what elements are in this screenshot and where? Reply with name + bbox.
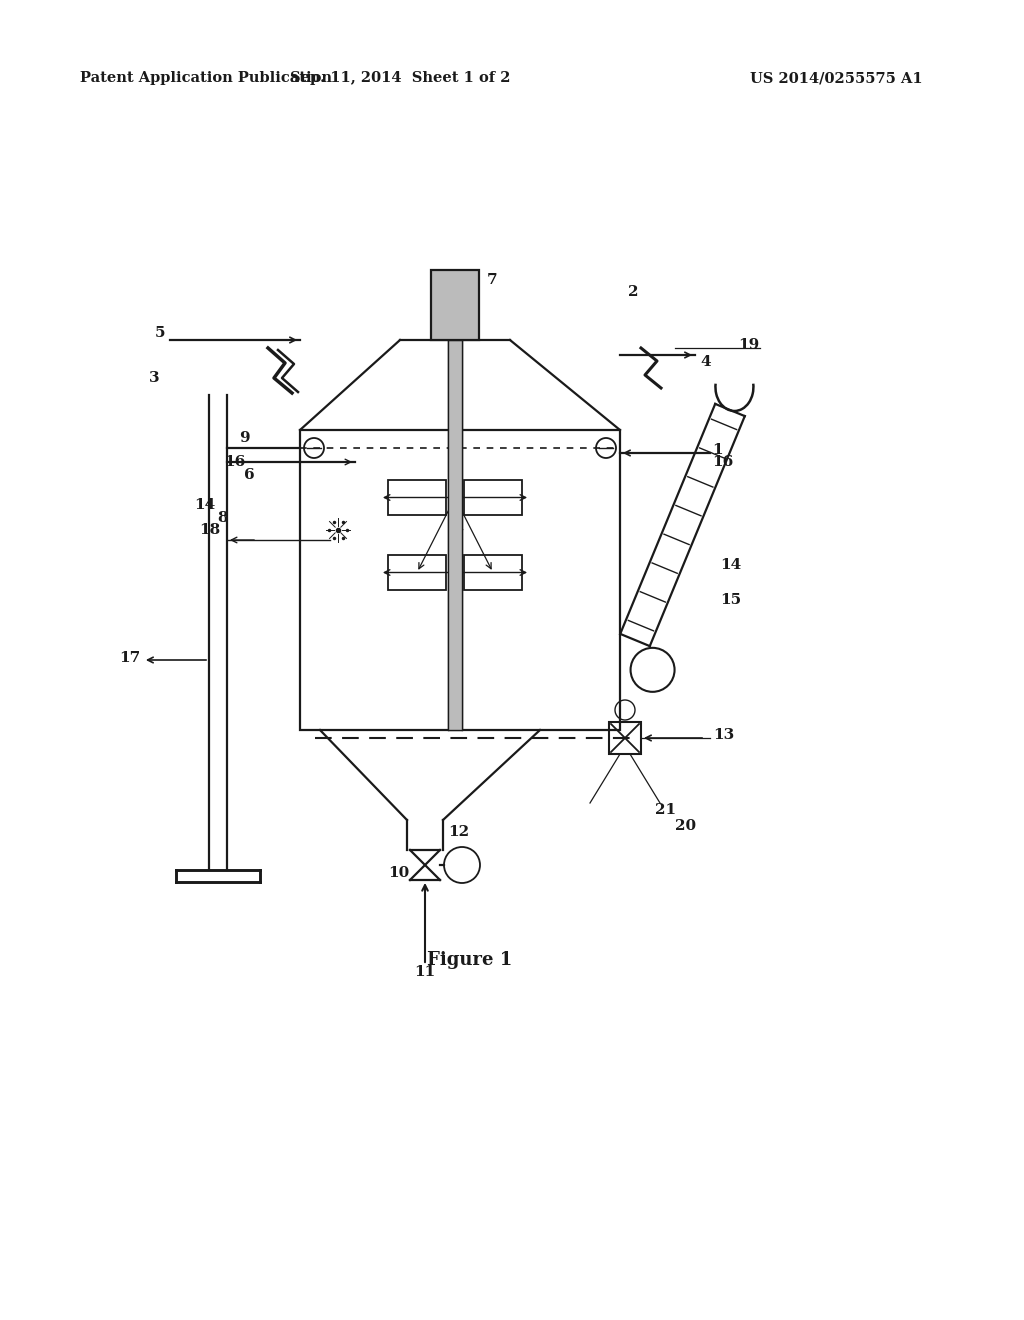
Text: 8: 8 xyxy=(217,511,228,525)
Text: Patent Application Publication: Patent Application Publication xyxy=(80,71,332,84)
Polygon shape xyxy=(449,341,462,730)
Bar xyxy=(464,480,522,515)
Text: 21: 21 xyxy=(655,803,676,817)
Text: 16: 16 xyxy=(712,455,733,469)
Text: Figure 1: Figure 1 xyxy=(427,950,513,969)
Bar xyxy=(464,554,522,590)
Text: 4: 4 xyxy=(700,355,711,370)
Bar xyxy=(609,722,641,754)
Text: Sep. 11, 2014  Sheet 1 of 2: Sep. 11, 2014 Sheet 1 of 2 xyxy=(290,71,510,84)
Text: 19: 19 xyxy=(738,338,759,352)
Text: 14: 14 xyxy=(194,498,215,512)
Text: 6: 6 xyxy=(245,469,255,482)
Text: 13: 13 xyxy=(713,729,734,742)
Text: 1: 1 xyxy=(712,444,723,457)
Text: 3: 3 xyxy=(150,371,160,385)
Text: 16: 16 xyxy=(224,455,245,469)
Text: 14: 14 xyxy=(720,558,741,572)
Text: 17: 17 xyxy=(119,651,140,665)
Polygon shape xyxy=(431,271,479,341)
Text: 15: 15 xyxy=(720,593,741,607)
Text: US 2014/0255575 A1: US 2014/0255575 A1 xyxy=(750,71,923,84)
Text: 20: 20 xyxy=(675,818,696,833)
Text: 11: 11 xyxy=(415,965,435,979)
Text: 9: 9 xyxy=(240,432,250,445)
Text: 12: 12 xyxy=(449,825,469,840)
Text: 18: 18 xyxy=(199,523,220,537)
Text: 7: 7 xyxy=(487,273,498,286)
Bar xyxy=(388,554,446,590)
Bar xyxy=(388,480,446,515)
Text: 2: 2 xyxy=(628,285,639,300)
Text: 5: 5 xyxy=(155,326,165,341)
Text: 10: 10 xyxy=(388,866,410,880)
